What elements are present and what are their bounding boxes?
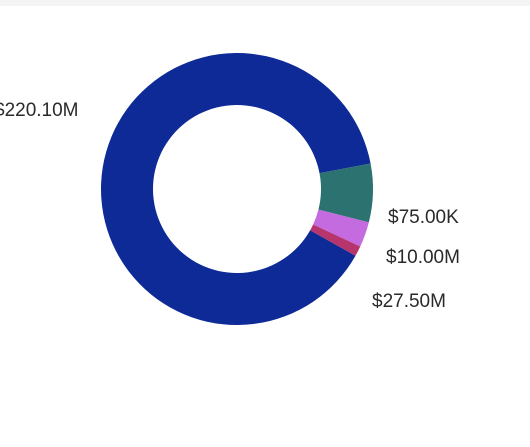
slice-label-3: $10.00M	[386, 247, 460, 268]
slice-label-1: $220.10M	[0, 100, 79, 121]
donut-slice-4[interactable]	[310, 224, 361, 256]
donut-slice-3[interactable]	[313, 209, 369, 247]
slice-label-4: $75.00K	[388, 207, 459, 228]
donut-slice-1[interactable]	[100, 53, 371, 326]
top-strip	[0, 0, 530, 6]
slice-label-2: $27.50M	[372, 291, 446, 312]
donut-slice-2[interactable]	[318, 163, 373, 223]
